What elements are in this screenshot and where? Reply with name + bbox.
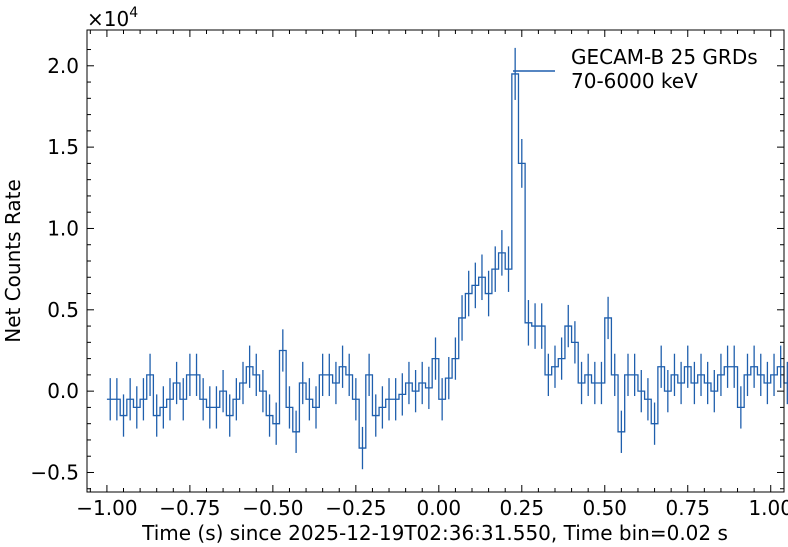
x-axis-label: Time (s) since 2025-12-19T02:36:31.550, … [141, 521, 728, 545]
x-tick-label: 0.25 [500, 496, 545, 520]
minor-ticks [87, 30, 784, 492]
x-tick-label: −0.50 [242, 496, 303, 520]
x-tick-labels: −1.00 −0.75 −0.50 −0.25 0.00 0.25 0.50 0.75 1.00 [76, 496, 788, 520]
y-scale-multiplier: ×104 [87, 5, 138, 31]
legend: GECAM-B 25 GRDs 70-6000 keV [513, 45, 758, 93]
y-tick-label: 0.5 [47, 298, 79, 322]
step-series-line [106, 73, 788, 449]
legend-label-line2: 70-6000 keV [571, 69, 698, 93]
plot-frame [86, 29, 785, 493]
x-tick-label: −0.75 [159, 496, 220, 520]
y-tick-label: 1.0 [47, 216, 79, 240]
plot-area [87, 30, 784, 492]
major-ticks [87, 30, 784, 492]
y-axis-label: Net Counts Rate [1, 179, 25, 343]
y-tick-labels: −0.5 0.0 0.5 1.0 1.5 2.0 [30, 54, 79, 485]
x-tick-label: 0.50 [583, 496, 628, 520]
y-tick-label: 1.5 [47, 135, 79, 159]
x-tick-label: 1.00 [748, 496, 788, 520]
y-tick-label: 2.0 [47, 54, 79, 78]
legend-label-line1: GECAM-B 25 GRDs [571, 45, 758, 69]
x-tick-label: 0.75 [665, 496, 710, 520]
y-tick-label: 0.0 [47, 379, 79, 403]
y-tick-label: −0.5 [30, 460, 79, 484]
x-tick-label: 0.00 [417, 496, 462, 520]
x-tick-label: −0.25 [325, 496, 386, 520]
y-scale-exponent: 4 [129, 5, 138, 21]
x-tick-label: −1.00 [76, 496, 137, 520]
